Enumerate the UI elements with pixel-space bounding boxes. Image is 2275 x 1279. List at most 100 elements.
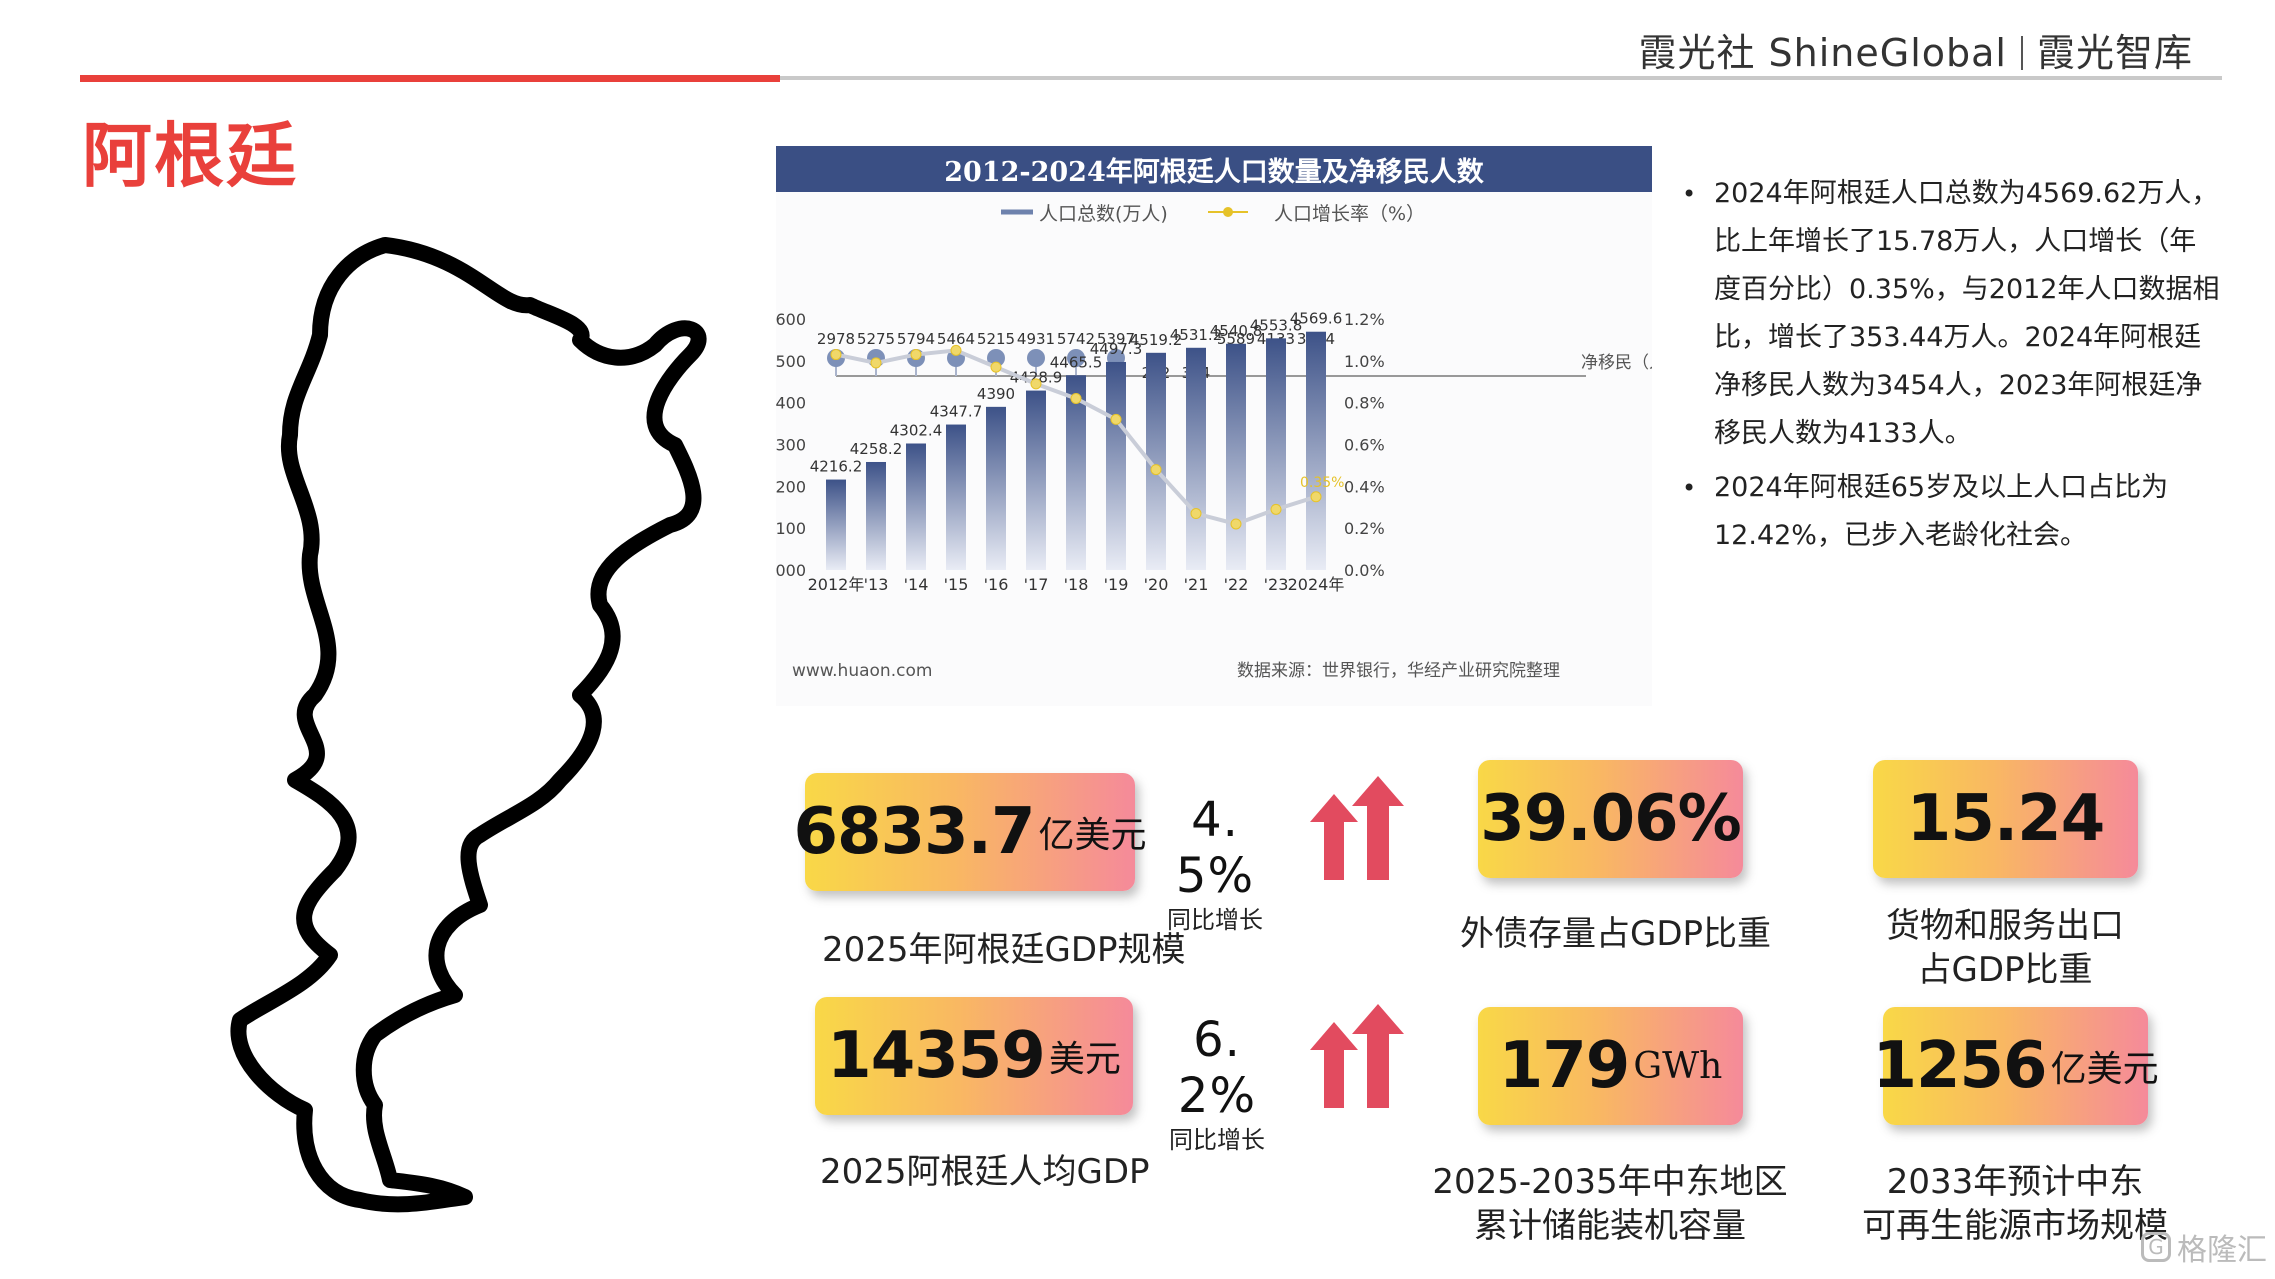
page-title: 阿根廷	[82, 115, 298, 197]
y-left-tick: 4000	[776, 561, 806, 580]
renewables-card: 1256 亿美元	[1872, 1007, 2159, 1125]
gdp-card: 6833.7 亿美元	[794, 773, 1147, 891]
y-right-tick: 0.8%	[1344, 394, 1385, 413]
x-tick-label: '21	[1184, 575, 1209, 594]
watermark-text: 格隆汇	[2177, 1233, 2267, 1268]
y-left-tick: 4100	[776, 519, 806, 538]
y-right-tick: 1.0%	[1344, 352, 1385, 371]
renewables-label: 2033年预计中东 可再生能源市场规模	[1840, 1160, 2190, 1248]
net-migrant-value: 2978	[817, 330, 855, 348]
population-chart: 2012-2024年阿根廷人口数量及净移民人数 人口总数(万人) 人口增长率（%…	[776, 146, 1652, 706]
growth-rate-point	[1190, 508, 1202, 520]
net-migrant-value: 5464	[937, 330, 975, 348]
y-right-tick: 0.6%	[1344, 436, 1385, 455]
population-bar	[866, 461, 886, 570]
external-debt-value: 39.06%	[1480, 782, 1742, 856]
population-bar	[906, 443, 926, 570]
bar-value-label: 4390	[977, 385, 1015, 403]
y-left-tick: 4400	[776, 394, 806, 413]
population-bar	[826, 479, 846, 570]
y-left-tick: 4500	[776, 352, 806, 371]
y-right-tick: 1.2%	[1344, 310, 1385, 329]
storage-label-line1: 2025-2035年中东地区	[1432, 1162, 1788, 1202]
growth-arrows-icon	[1310, 1004, 1404, 1108]
population-bar	[1026, 390, 1046, 570]
gdp-per-capita-growth-label: 同比增长	[1169, 1126, 1265, 1154]
bullet-text: 2024年阿根廷人口总数为4569.62万人，比上年增长了15.78万人，人口增…	[1714, 178, 2220, 449]
net-migrant-value: 5397	[1097, 330, 1135, 348]
legend-line: 人口增长率（%）	[1274, 203, 1425, 225]
exports-card: 15.24	[1873, 760, 2138, 878]
watermark-logo-icon: G	[2141, 1232, 2171, 1262]
growth-arrows-icon	[1310, 776, 1404, 880]
watermark: G 格隆汇	[2141, 1225, 2267, 1269]
growth-rate-end-label: 0.35%	[1300, 475, 1344, 491]
external-debt-label: 外债存量占GDP比重	[1460, 914, 1772, 954]
gdp-growth-value: 4. 5%	[1175, 792, 1255, 904]
net-migrant-marker	[987, 349, 1005, 367]
gdp-per-capita-growth: 6. 2% 同比增长	[1152, 1012, 1282, 1155]
bullet-dot-icon: •	[1682, 180, 1697, 208]
y-left-tick: 4200	[776, 477, 806, 496]
y-right-tick: 0.0%	[1344, 561, 1385, 580]
growth-rate-point	[1310, 491, 1322, 503]
growth-rate-point	[830, 349, 842, 361]
bar-value-label: 4258.2	[850, 440, 903, 458]
external-debt-card: 39.06%	[1478, 760, 1743, 878]
exports-label-line2: 占GDP比重	[1917, 950, 2093, 990]
y-right-tick: 0.2%	[1344, 519, 1385, 538]
gdp-per-capita-card: 14359 美元	[815, 997, 1133, 1115]
growth-rate-point	[870, 357, 882, 369]
net-migrant-value: 5275	[857, 330, 895, 348]
growth-rate-point	[1270, 503, 1282, 515]
x-tick-label: '15	[944, 575, 969, 594]
bar-value-label: 4428.9	[1010, 369, 1063, 387]
population-bar	[1266, 338, 1286, 570]
renewables-label-line2: 可再生能源市场规模	[1862, 1206, 2168, 1246]
renewables-value: 1256	[1872, 1029, 2047, 1103]
chart-website: www.huaon.com	[792, 661, 932, 681]
population-bar	[1106, 361, 1126, 570]
bar-value-label: 4540.8	[1210, 322, 1263, 340]
bullet-item: • 2024年阿根廷65岁及以上人口占比为12.42%，已步入老龄化社会。	[1682, 464, 2222, 560]
exports-label: 货物和服务出口 占GDP比重	[1855, 904, 2155, 992]
gdp-label: 2025年阿根廷GDP规模	[822, 930, 1186, 970]
x-tick-label: '19	[1104, 575, 1129, 594]
gdp-growth: 4. 5% 同比增长	[1150, 792, 1280, 935]
x-tick-label: '18	[1064, 575, 1089, 594]
chart-canvas: 人口总数(万人) 人口增长率（%） 净移民（人） 297852755794546…	[776, 203, 1652, 681]
bullet-item: • 2024年阿根廷人口总数为4569.62万人，比上年增长了15.78万人，人…	[1682, 170, 2222, 458]
growth-rate-point	[910, 349, 922, 361]
header-rule	[80, 76, 2222, 80]
x-tick-label: '13	[864, 575, 889, 594]
renewables-unit: 亿美元	[2050, 1049, 2159, 1090]
renewables-label-line1: 2033年预计中东	[1886, 1162, 2144, 1202]
summary-bullets: • 2024年阿根廷人口总数为4569.62万人，比上年增长了15.78万人，人…	[1682, 170, 2222, 566]
population-bar	[1186, 347, 1206, 570]
storage-card: 179 GWh	[1478, 1007, 1743, 1125]
growth-rate-point	[1230, 518, 1242, 530]
population-bar	[1306, 331, 1326, 570]
population-bar	[1066, 375, 1086, 570]
population-bar	[946, 424, 966, 570]
x-tick-label: '17	[1024, 575, 1049, 594]
bar-value-label: 4531.2	[1170, 326, 1223, 344]
growth-rate-point	[1110, 413, 1122, 425]
bar-value-label: 4519.2	[1130, 331, 1183, 349]
growth-rate-point	[1030, 378, 1042, 390]
brand-divider	[2020, 36, 2023, 70]
x-tick-label: '23	[1264, 575, 1289, 594]
growth-rate-point	[1070, 392, 1082, 404]
population-bar	[1226, 343, 1246, 570]
brand-subname: 霞光智库	[2036, 31, 2193, 75]
storage-value: 179	[1498, 1029, 1631, 1103]
net-migrant-value: 5215	[977, 330, 1015, 348]
gdp-per-capita-value: 14359	[827, 1019, 1046, 1093]
net-migrant-value: 5742	[1057, 330, 1095, 348]
exports-label-line1: 货物和服务出口	[1886, 906, 2124, 946]
brand-header: 霞光社 ShineGlobal 霞光智库	[1638, 22, 2193, 77]
net-migrants-label: 净移民（人）	[1581, 353, 1652, 373]
y-left-tick: 4600	[776, 310, 806, 329]
brand-name: 霞光社 ShineGlobal	[1638, 31, 2007, 75]
x-tick-label: '20	[1144, 575, 1169, 594]
